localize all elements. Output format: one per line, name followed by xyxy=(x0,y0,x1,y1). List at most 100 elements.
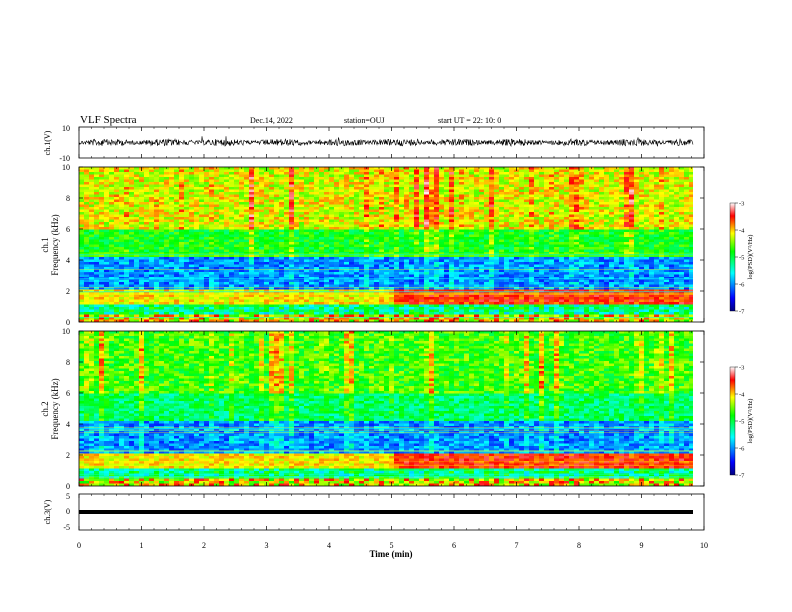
spectrogram-cell xyxy=(89,277,94,280)
spectrogram-cell xyxy=(84,217,89,220)
spectrogram-cell xyxy=(284,200,289,203)
spectrogram-cell xyxy=(374,235,379,238)
spectrogram-cell xyxy=(184,272,189,275)
spectrogram-cell xyxy=(149,185,154,188)
spectrogram-cell xyxy=(109,207,114,210)
spectrogram-cell xyxy=(379,250,384,253)
spectrogram-cell xyxy=(389,210,394,213)
spectrogram-cell xyxy=(439,177,444,180)
spectrogram-cell xyxy=(194,170,199,173)
spectrogram-cell xyxy=(129,262,134,265)
spectrogram-cell xyxy=(179,280,184,283)
spectrogram-cell xyxy=(129,285,134,288)
spectrogram-cell xyxy=(459,192,464,195)
spectrogram-cell xyxy=(229,197,234,200)
spectrogram-cell xyxy=(219,227,224,230)
spectrogram-cell xyxy=(104,272,109,275)
spectrogram-cell xyxy=(204,227,209,230)
spectrogram-cell xyxy=(399,265,404,268)
spectrogram-cell xyxy=(399,242,404,245)
spectrogram-cell xyxy=(229,172,234,175)
spectrogram-cell xyxy=(209,302,214,305)
spectrogram-cell xyxy=(119,180,124,183)
spectrogram-cell xyxy=(114,302,119,305)
spectrogram-cell xyxy=(259,175,264,178)
spectrogram-cell xyxy=(234,312,239,315)
spectrogram-cell xyxy=(309,200,314,203)
spectrogram-cell xyxy=(349,277,354,280)
spectrogram-cell xyxy=(119,247,124,250)
spectrogram-cell xyxy=(409,282,414,285)
spectrogram-cell xyxy=(184,180,189,183)
spectrogram-cell xyxy=(209,245,214,248)
spectrogram-cell xyxy=(424,207,429,210)
spectrogram-cell xyxy=(424,237,429,240)
spectrogram-cell xyxy=(79,265,84,268)
spectrogram-cell xyxy=(214,195,219,198)
spectrogram-cell xyxy=(239,315,244,318)
spectrogram-cell xyxy=(99,245,104,248)
spectrogram-cell xyxy=(119,257,124,260)
spectrogram-cell xyxy=(374,315,379,318)
spectrogram-cell xyxy=(284,215,289,218)
spectrogram-cell xyxy=(469,277,474,280)
spectrogram-cell xyxy=(94,185,99,188)
spectrogram-cell xyxy=(94,187,99,190)
spectrogram-cell xyxy=(189,200,194,203)
spectrogram-cell xyxy=(294,247,299,250)
spectrogram-cell xyxy=(89,235,94,238)
spectrogram-cell xyxy=(199,312,204,315)
spectrogram-cell xyxy=(464,187,469,190)
spectrogram-cell xyxy=(244,222,249,225)
spectrogram-cell xyxy=(464,230,469,233)
spectrogram-cell xyxy=(399,247,404,250)
spectrogram-cell xyxy=(324,237,329,240)
spectrogram-cell xyxy=(329,170,334,173)
spectrogram-cell xyxy=(424,297,429,300)
spectrogram-cell xyxy=(429,202,434,205)
spectrogram-cell xyxy=(314,182,319,185)
spectrogram-cell xyxy=(134,280,139,283)
spectrogram-cell xyxy=(249,207,254,210)
spectrogram-cell xyxy=(329,175,334,178)
spectrogram-cell xyxy=(379,237,384,240)
spectrogram-cell xyxy=(169,305,174,308)
spectrogram-cell xyxy=(224,310,229,313)
spectrogram-cell xyxy=(124,227,129,230)
spectrogram-cell xyxy=(209,305,214,308)
spectrogram-cell xyxy=(99,227,104,230)
spectrogram-cell xyxy=(359,257,364,260)
spectrogram-cell xyxy=(179,187,184,190)
spectrogram-cell xyxy=(109,250,114,253)
spectrogram-cell xyxy=(129,240,134,243)
spectrogram-cell xyxy=(234,202,239,205)
spectrogram-cell xyxy=(394,180,399,183)
spectrogram-cell xyxy=(224,180,229,183)
spectrogram-cell xyxy=(454,212,459,215)
spectrogram-cell xyxy=(404,237,409,240)
spectrogram-cell xyxy=(189,180,194,183)
spectrogram-cell xyxy=(349,240,354,243)
spectrogram-cell xyxy=(259,177,264,180)
spectrogram-cell xyxy=(239,217,244,220)
spectrogram-cell xyxy=(359,227,364,230)
spectrogram-cell xyxy=(254,295,259,298)
spectrogram-cell xyxy=(259,247,264,250)
spectrogram-cell xyxy=(244,227,249,230)
spectrogram-cell xyxy=(89,222,94,225)
spectrogram-cell xyxy=(434,187,439,190)
spectrogram-cell xyxy=(129,190,134,193)
spectrogram-cell xyxy=(394,215,399,218)
spectrogram-cell xyxy=(94,237,99,240)
spectrogram-cell xyxy=(159,222,164,225)
spectrogram-cell xyxy=(159,172,164,175)
spectrogram-cell xyxy=(379,232,384,235)
spectrogram-cell xyxy=(159,265,164,268)
spectrogram-cell xyxy=(204,205,209,208)
spectrogram-cell xyxy=(454,247,459,250)
spectrogram-cell xyxy=(109,205,114,208)
spectrogram-cell xyxy=(274,172,279,175)
spectrogram-cell xyxy=(444,220,449,223)
spectrogram-cell xyxy=(344,202,349,205)
spectrogram-cell xyxy=(139,300,144,303)
